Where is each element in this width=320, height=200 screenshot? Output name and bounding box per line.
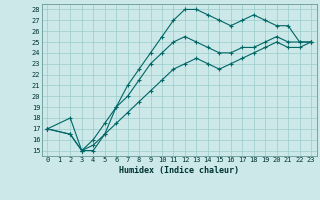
X-axis label: Humidex (Indice chaleur): Humidex (Indice chaleur) [119,166,239,175]
